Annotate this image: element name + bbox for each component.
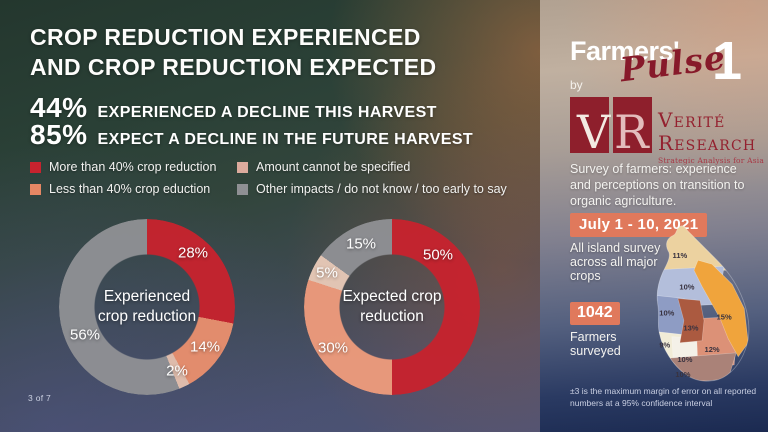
margin-of-error-note: ±3 is the maximum margin of error on all… [570, 386, 757, 408]
publisher-name-line1: Verité [658, 108, 726, 132]
slice-label: 14% [189, 338, 221, 356]
verite-research-logo: V R Verité Research Strategic Analysis f… [570, 97, 764, 165]
map-label-south-east: 12% [705, 345, 720, 354]
sidebar-panel: Farmers' 1 Pulse by V R Verité Research … [540, 0, 768, 432]
map-label-central: 13% [683, 324, 698, 333]
slice-label: 56% [69, 326, 101, 344]
legend-label: Less than 40% crop eduction [49, 182, 211, 196]
page-indicator: 3 of 7 [28, 393, 52, 403]
donut-chart-experienced: Experienced crop reduction 28% 14% 2% 56% [59, 219, 235, 395]
vr-monogram-icon: V R [570, 97, 652, 155]
map-label-west: 10% [659, 309, 674, 318]
main-panel: CROP REDUCTION EXPERIENCED AND CROP REDU… [0, 0, 540, 432]
verite-research-wordmark: Verité Research Strategic Analysis for A… [658, 97, 764, 165]
slice-label: 5% [316, 264, 338, 282]
stat-expected-value: 85% [30, 119, 88, 150]
donut-ring [304, 219, 480, 395]
legend-swatch-red [30, 161, 41, 173]
legend-item-less-than-40: Less than 40% crop eduction [30, 182, 237, 196]
legend-label: Amount cannot be specified [256, 160, 411, 174]
sri-lanka-map: 11% 10% 10% 15% 13% 9% 10% 12% 10% [656, 225, 750, 382]
byline: by [570, 78, 583, 92]
map-label-south: 10% [675, 370, 690, 379]
legend-item-amount-unspecified: Amount cannot be specified [237, 160, 507, 174]
survey-date-badge: July 1 - 10, 2021 [570, 213, 708, 237]
page-title-line1: CROP REDUCTION EXPERIENCED [30, 24, 421, 50]
farmers-count-label: Farmers surveyed [570, 330, 621, 359]
stat-expected-text: EXPECT A DECLINE IN THE FUTURE HARVEST [97, 131, 474, 148]
donut-ring [59, 219, 235, 395]
map-island-outline [656, 225, 750, 382]
legend-item-more-than-40: More than 40% crop reduction [30, 160, 237, 174]
survey-coverage-text: All island survey across all major crops [570, 241, 661, 283]
map-label-south-central: 10% [677, 355, 692, 364]
farmers-count-badge: 1042 [570, 302, 620, 325]
brand-logo: Farmers' 1 Pulse [570, 30, 750, 96]
publisher-tagline: Strategic Analysis for Asia [658, 156, 765, 166]
stat-experienced-value: 44% [30, 92, 88, 123]
stat-experienced-text: EXPERIENCED A DECLINE THIS HARVEST [97, 104, 437, 121]
stat-expected: 85% EXPECT A DECLINE IN THE FUTURE HARVE… [30, 119, 473, 151]
slice-label: 2% [166, 362, 188, 380]
slice-label: 28% [177, 244, 209, 262]
chart-legend: More than 40% crop reduction Amount cann… [30, 160, 507, 196]
map-label-south-west: 9% [659, 341, 670, 350]
map-label-north-central: 10% [679, 282, 694, 291]
donut-center-label: Experienced crop reduction [97, 287, 197, 325]
survey-description: Survey of farmers: experience and percep… [570, 162, 745, 208]
map-label-north: 11% [673, 251, 688, 260]
legend-swatch-gray [237, 183, 248, 195]
legend-swatch-salmon [30, 183, 41, 195]
slice-label: 30% [317, 339, 349, 357]
page-title: CROP REDUCTION EXPERIENCED AND CROP REDU… [30, 22, 437, 82]
legend-label: Other impacts / do not know / too early … [256, 182, 507, 196]
slice-label: 15% [345, 235, 377, 253]
map-region-central [677, 298, 705, 344]
brand-issue-number: 1 [712, 31, 743, 91]
legend-label: More than 40% crop reduction [49, 160, 217, 174]
donut-center-label: Expected crop reduction [342, 287, 442, 325]
legend-swatch-blush [237, 161, 248, 173]
page-title-line2: AND CROP REDUCTION EXPECTED [30, 54, 437, 80]
legend-item-other-impacts: Other impacts / do not know / too early … [237, 182, 507, 196]
map-region-east [693, 259, 749, 358]
publisher-name-line2: Research [658, 130, 757, 155]
map-label-east: 15% [717, 313, 732, 322]
stat-experienced: 44% EXPERIENCED A DECLINE THIS HARVEST [30, 92, 437, 124]
slice-label: 50% [422, 246, 454, 264]
brand-farmers-text: Farmers' [570, 36, 679, 66]
donut-chart-expected: Expected crop reduction 50% 30% 5% 15% [304, 219, 480, 395]
